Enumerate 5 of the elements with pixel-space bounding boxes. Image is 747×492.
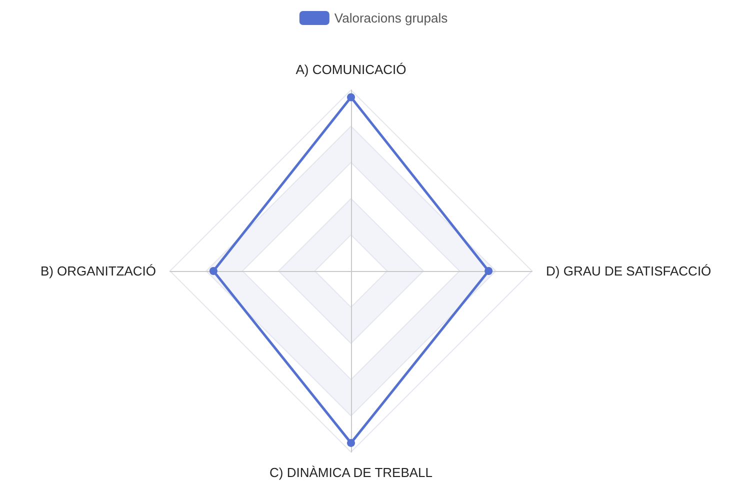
- legend-label: Valoracions grupals: [334, 10, 448, 26]
- spoke-label: D) GRAU DE SATISFACCIÓ: [546, 264, 712, 278]
- spoke-label: A) COMUNICACIÓ: [296, 62, 406, 77]
- spoke-label: C) DINÀMICA DE TREBALL: [269, 465, 433, 480]
- spoke-label: B) ORGANITZACIÓ: [40, 264, 156, 278]
